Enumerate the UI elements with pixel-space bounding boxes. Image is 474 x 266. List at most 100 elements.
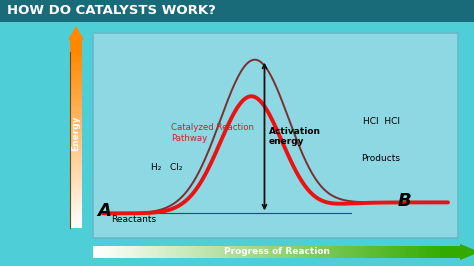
Bar <box>70 220 82 223</box>
Bar <box>70 134 82 136</box>
Bar <box>274 246 279 258</box>
Bar <box>201 246 206 258</box>
Bar <box>70 118 82 121</box>
Bar <box>379 246 384 258</box>
Bar <box>70 160 82 163</box>
Bar <box>299 246 304 258</box>
Bar <box>138 246 143 258</box>
Bar <box>320 246 325 258</box>
Bar <box>243 246 248 258</box>
Bar <box>70 142 82 145</box>
Bar <box>70 84 82 87</box>
Bar <box>70 172 82 175</box>
Bar <box>70 174 82 177</box>
Bar <box>323 246 328 258</box>
Bar <box>128 246 133 258</box>
Bar <box>302 246 307 258</box>
Bar <box>254 246 258 258</box>
Bar <box>156 246 161 258</box>
Bar <box>70 141 82 144</box>
Bar <box>208 246 213 258</box>
Bar <box>70 155 82 157</box>
Bar <box>289 246 293 258</box>
Bar <box>403 246 408 258</box>
Bar <box>330 246 335 258</box>
Bar <box>261 246 265 258</box>
Bar <box>93 33 458 238</box>
Bar <box>205 246 210 258</box>
Bar <box>173 246 178 258</box>
Bar <box>187 246 192 258</box>
Bar <box>70 176 82 179</box>
Text: Energy: Energy <box>72 115 81 151</box>
Bar <box>70 164 82 167</box>
Bar <box>233 246 237 258</box>
Bar <box>246 246 251 258</box>
Bar <box>70 179 82 182</box>
Bar <box>400 246 405 258</box>
Bar <box>70 111 82 114</box>
Bar <box>70 132 82 135</box>
Bar <box>70 222 82 225</box>
Bar <box>410 246 415 258</box>
Bar <box>70 185 82 188</box>
Bar <box>135 246 139 258</box>
Bar <box>372 246 377 258</box>
Bar <box>70 114 82 117</box>
Bar <box>70 201 82 203</box>
Bar <box>306 246 310 258</box>
Bar <box>292 246 297 258</box>
Text: Products: Products <box>361 154 400 163</box>
Bar <box>250 246 255 258</box>
Bar <box>70 192 82 194</box>
Bar <box>70 65 82 68</box>
Bar <box>70 186 82 189</box>
Bar <box>70 90 82 93</box>
Bar <box>70 116 82 119</box>
Bar <box>70 54 82 57</box>
Bar <box>70 109 82 112</box>
Bar <box>431 246 436 258</box>
Bar <box>70 72 82 75</box>
Bar <box>271 246 276 258</box>
Bar <box>421 246 426 258</box>
Bar <box>257 246 262 258</box>
Text: HCl  HCl: HCl HCl <box>363 117 400 126</box>
Bar <box>310 246 314 258</box>
Bar <box>70 169 82 172</box>
Bar <box>327 246 331 258</box>
Bar <box>376 246 380 258</box>
Bar <box>70 63 82 66</box>
Bar <box>70 167 82 170</box>
Bar <box>70 97 82 99</box>
Bar <box>70 107 82 110</box>
Bar <box>70 206 82 209</box>
Bar <box>70 53 82 56</box>
Bar <box>70 153 82 156</box>
Text: HOW DO CATALYSTS WORK?: HOW DO CATALYSTS WORK? <box>7 5 216 18</box>
Bar <box>100 246 105 258</box>
Bar <box>70 218 82 221</box>
Bar <box>70 165 82 168</box>
Bar <box>70 156 82 159</box>
Bar <box>198 246 202 258</box>
Bar <box>70 77 82 80</box>
Bar <box>70 81 82 84</box>
Bar <box>70 193 82 196</box>
Bar <box>70 188 82 191</box>
Bar <box>70 213 82 216</box>
Bar <box>70 125 82 128</box>
Bar <box>70 209 82 212</box>
Bar <box>70 135 82 138</box>
Bar <box>142 246 146 258</box>
Bar <box>70 216 82 219</box>
Bar <box>107 246 112 258</box>
Bar <box>386 246 391 258</box>
Bar <box>393 246 398 258</box>
Bar <box>70 105 82 108</box>
Bar <box>70 146 82 149</box>
Bar <box>355 246 359 258</box>
Bar <box>215 246 220 258</box>
Bar <box>70 149 82 152</box>
Bar <box>428 246 433 258</box>
